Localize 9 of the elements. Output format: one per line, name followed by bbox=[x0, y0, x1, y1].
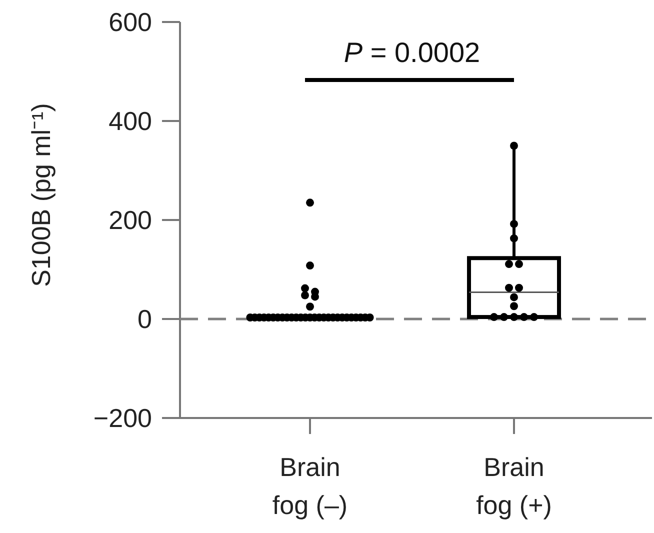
x-tick-label: Brain fog (+) bbox=[476, 452, 552, 520]
y-tick-label: 600 bbox=[108, 7, 152, 38]
annotation: P = 0.0002 bbox=[344, 37, 480, 68]
y-tick-label: 200 bbox=[108, 205, 152, 236]
y-tick-label: 0 bbox=[138, 304, 152, 334]
y-tick-label: 400 bbox=[108, 106, 152, 136]
y-axis-title: S100B (pg ml⁻¹) bbox=[26, 103, 56, 287]
x-tick-label: Brain fog (–) bbox=[272, 452, 348, 520]
y-tick-label: −200 bbox=[93, 403, 152, 434]
